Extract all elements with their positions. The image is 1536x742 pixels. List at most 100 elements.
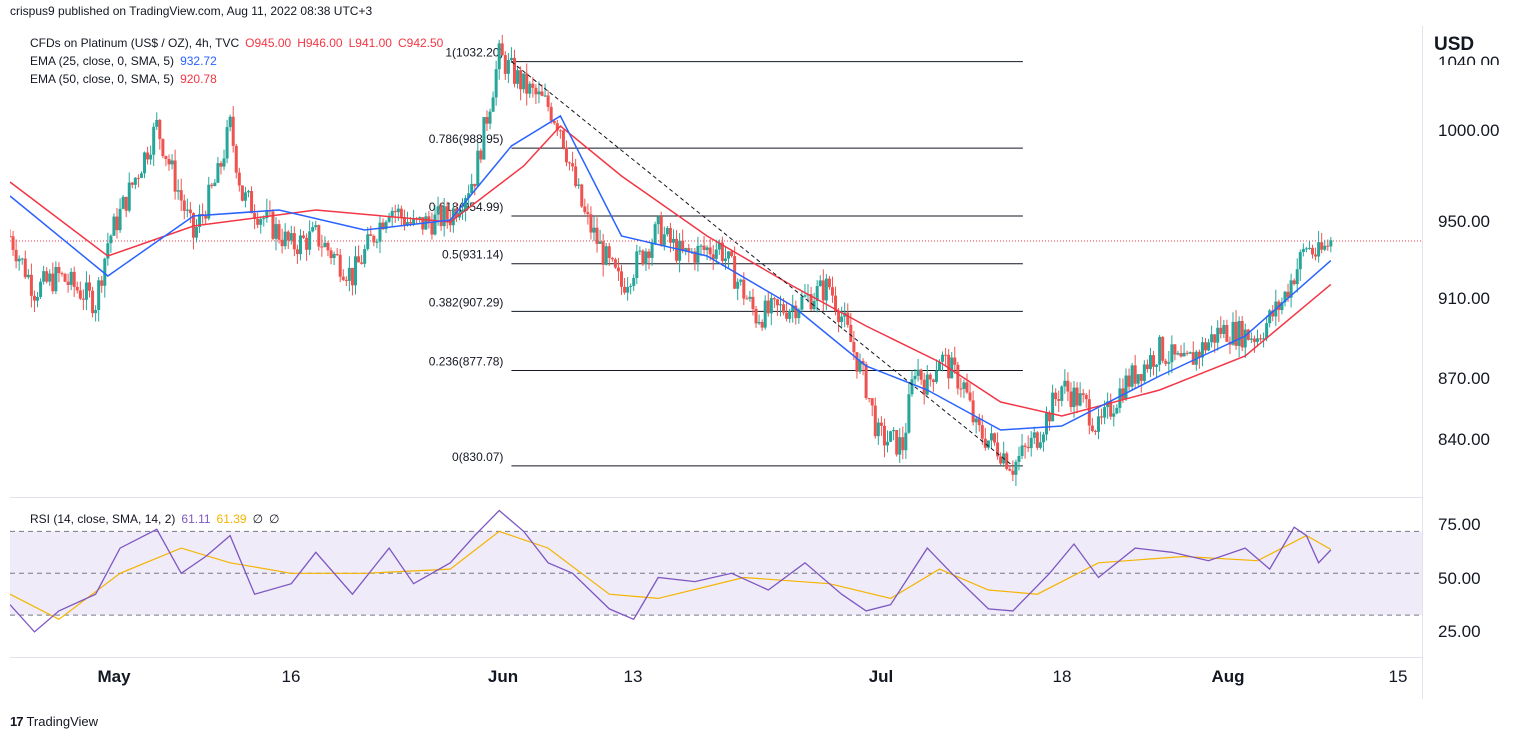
tradingview-logo-icon: 17 (10, 714, 24, 729)
rsi-panel[interactable]: RSI (14, close, SMA, 14, 2) 61.11 61.39 ∅ ∅ (10, 500, 1422, 657)
candle (748, 290, 752, 302)
candle-body (720, 242, 724, 262)
fib-level-label: 0.382(907.29) (429, 295, 504, 309)
candle (314, 220, 318, 231)
candle (1096, 408, 1100, 440)
candle (1069, 382, 1073, 412)
candle-body (717, 242, 721, 250)
price-axis[interactable]: USD 1040.00 1000.00 950.00 910.00 870.00… (1422, 26, 1536, 657)
price-chart[interactable]: 1(1032.20)0.786(988.95)0.618(954.99)0.5(… (10, 26, 1422, 496)
rsi-chart[interactable] (10, 500, 1422, 657)
candle (36, 291, 40, 308)
candle-body (204, 215, 208, 219)
candle (1173, 344, 1177, 361)
candle-body (840, 316, 844, 322)
candle-body (473, 183, 477, 187)
candle-body (445, 206, 449, 220)
candle (971, 390, 975, 426)
candle (889, 430, 893, 443)
candle-body (381, 222, 385, 230)
candle-body (791, 305, 795, 312)
candle-body (1005, 453, 1009, 469)
candle (121, 194, 125, 210)
candle-body (262, 218, 266, 220)
tradingview-logo[interactable]: 17 TradingView (10, 714, 98, 729)
candle (1182, 342, 1186, 357)
candle (109, 234, 113, 253)
candle (1176, 350, 1180, 356)
candle-body (788, 311, 792, 319)
candle (14, 239, 18, 269)
candle (146, 146, 150, 165)
candle (1295, 258, 1299, 293)
candle-body (188, 209, 192, 214)
candle-body (1011, 470, 1015, 475)
candle-body (574, 166, 578, 186)
fib-level-label: 0.786(988.95) (429, 132, 504, 146)
candle-body (1188, 352, 1192, 354)
candle-body (72, 271, 76, 287)
candle (506, 53, 510, 84)
candle-body (873, 405, 877, 437)
candle-body (1320, 242, 1324, 250)
candle (632, 274, 636, 292)
candle (775, 298, 779, 316)
candle-body (344, 279, 348, 281)
candle-body (931, 379, 935, 383)
candle (766, 291, 770, 317)
candle (892, 427, 896, 441)
candle (1155, 363, 1159, 378)
candle (143, 151, 147, 179)
candle-body (87, 282, 91, 291)
candle-body (127, 182, 131, 211)
fib-level-label: 0.236(877.78) (429, 354, 504, 368)
candle-body (97, 280, 101, 310)
candle-body (1066, 380, 1070, 392)
candle-body (632, 277, 636, 286)
candle-body (999, 456, 1003, 464)
price-panel[interactable]: 1(1032.20)0.786(988.95)0.618(954.99)0.5(… (10, 26, 1422, 496)
candle-body (552, 120, 556, 124)
candle-body (772, 298, 776, 300)
candle-body (681, 240, 685, 252)
candle (803, 284, 807, 298)
candle (944, 348, 948, 367)
candle-body (20, 258, 24, 260)
candle (540, 84, 544, 97)
candle (950, 351, 954, 379)
candle-body (834, 295, 838, 312)
candle (711, 244, 715, 270)
panel-divider (10, 497, 1422, 498)
candle-body (1075, 387, 1079, 406)
candle-body (363, 249, 367, 264)
candle-body (308, 231, 312, 250)
candle-body (546, 95, 550, 107)
candle-body (1032, 432, 1036, 438)
candle-body (81, 298, 85, 300)
candle (259, 216, 263, 234)
candle (369, 225, 373, 237)
legend-ema25: EMA (25, close, 0, SMA, 5) 932.72 (30, 54, 223, 68)
candle (118, 198, 122, 233)
candle (974, 416, 978, 434)
candle-body (91, 290, 95, 314)
candle (488, 108, 492, 130)
candle-body (1081, 393, 1085, 396)
candle (986, 440, 990, 450)
candle (42, 265, 46, 285)
candle-body (989, 433, 993, 441)
candle-body (1210, 334, 1214, 343)
candle (1210, 325, 1214, 348)
candle-body (347, 267, 351, 281)
rsi-ma-line (10, 530, 1332, 621)
candle-body (213, 182, 217, 187)
candle-body (503, 55, 507, 74)
candle (75, 281, 79, 294)
candle (1161, 336, 1165, 364)
candle (347, 256, 351, 292)
candle-body (1176, 353, 1180, 355)
candle (1063, 369, 1067, 394)
candle-body (647, 251, 651, 258)
candle-body (1048, 412, 1052, 422)
time-axis[interactable]: May 16 Jun 13 Jul 18 Aug 15 (10, 657, 1422, 699)
